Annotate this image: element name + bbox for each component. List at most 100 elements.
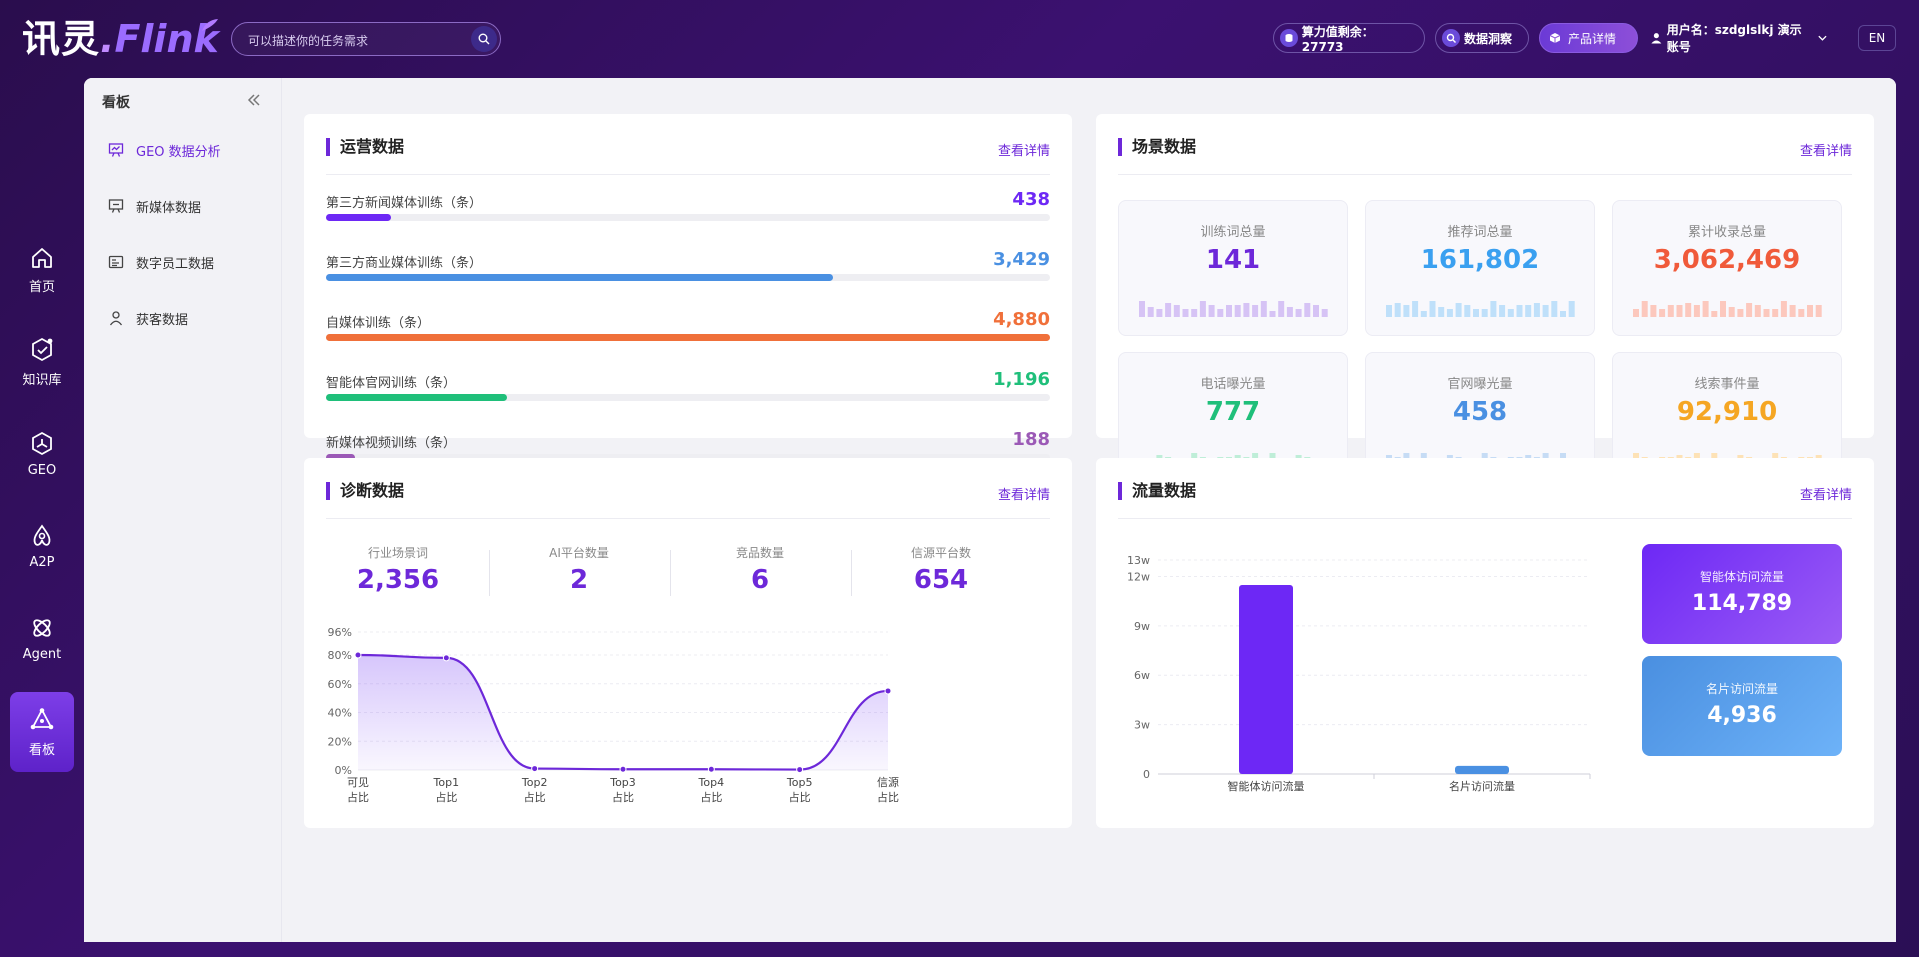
sparkline-bar xyxy=(1568,301,1575,317)
scene-tile-label: 电话曝光量 xyxy=(1200,377,1266,392)
operation-row-label: 第三方商业媒体训练（条） xyxy=(326,256,483,271)
card-traffic-label: 名片访问流量 xyxy=(1705,682,1778,696)
sub-item-geo-analysis[interactable]: GEO 数据分析 xyxy=(108,138,268,162)
sparkline-bar xyxy=(1403,305,1410,317)
sub-item-digital-staff[interactable]: 数字员工数据 xyxy=(108,250,268,274)
data-insight-button[interactable]: 数据洞察 xyxy=(1435,23,1529,53)
nav-label: A2P xyxy=(29,554,55,570)
scene-tile-label: 训练词总量 xyxy=(1200,225,1266,240)
nav-item-knowledge[interactable]: 知识库 xyxy=(10,322,74,402)
operation-row-label: 第三方新闻媒体训练（条） xyxy=(326,196,483,211)
operation-row: 智能体官网训练（条） 1,196 xyxy=(326,369,1050,412)
sparkline-bar xyxy=(1728,307,1735,317)
data-point xyxy=(442,654,450,662)
x-tick-label: 占比 xyxy=(877,790,899,804)
sparkline-bar xyxy=(1260,301,1267,317)
diagnosis-stat-value: 2,356 xyxy=(356,565,440,595)
operation-row-value: 438 xyxy=(1012,189,1050,210)
progress-track xyxy=(326,274,1050,281)
sparkline-bar xyxy=(1551,301,1558,317)
app-logo[interactable]: 讯灵 .Flink xyxy=(22,16,219,62)
user-menu[interactable]: 用户名：szdglslkj 演示账号 xyxy=(1650,23,1828,54)
database-icon xyxy=(1280,29,1298,47)
language-switch[interactable]: EN xyxy=(1858,25,1896,51)
scene-tile[interactable]: 累计收录总量 3,062,469 xyxy=(1612,200,1842,336)
nav-label: Agent xyxy=(22,646,62,662)
scene-sparkline xyxy=(1633,301,1822,317)
diagnosis-detail-link[interactable]: 查看详情 xyxy=(997,488,1050,503)
sub-item-customer-acquisition[interactable]: 获客数据 xyxy=(108,306,268,330)
scene-tile-value: 458 xyxy=(1452,397,1508,427)
y-tick-label: 6w xyxy=(1134,669,1150,682)
x-tick-label: 占比 xyxy=(347,790,369,804)
sparkline-bar xyxy=(1313,305,1319,317)
card-traffic-card[interactable]: 名片访问流量 4,936 xyxy=(1642,656,1842,756)
progress-fill xyxy=(326,274,833,281)
x-tick-label: 可见 xyxy=(347,776,369,789)
divider xyxy=(326,174,1050,175)
nav-label: 看板 xyxy=(28,742,55,758)
scene-detail-link[interactable]: 查看详情 xyxy=(1799,144,1852,159)
nav-item-home[interactable]: 首页 xyxy=(10,230,74,310)
id-card-icon xyxy=(108,255,124,269)
divider xyxy=(1118,518,1852,519)
presentation-chart-icon xyxy=(108,143,124,157)
diagnosis-stat-value: 6 xyxy=(750,565,770,595)
traffic-title: 流量数据 xyxy=(1118,482,1196,500)
nav-label: GEO xyxy=(27,462,57,478)
progress-track xyxy=(326,394,1050,401)
y-tick-label: 40% xyxy=(328,707,352,720)
data-point xyxy=(531,765,539,773)
sparkline-bar xyxy=(1199,301,1206,317)
nav-item-a2p[interactable]: A2P xyxy=(10,506,74,586)
product-detail-button[interactable]: 产品详情 xyxy=(1539,23,1638,53)
sparkline-bar xyxy=(1693,305,1700,317)
diagnosis-stat: AI平台数量 2 xyxy=(489,544,669,595)
nav-item-geo[interactable]: GEO xyxy=(10,414,74,494)
sparkline-bar xyxy=(1525,305,1532,317)
traffic-card: 流量数据 查看详情 0 3w 6w 9w 12w 13w 智能体访问流量 名片访问流量 智能体… xyxy=(1096,458,1874,828)
sparkline-bar xyxy=(1252,305,1259,317)
sub-item-new-media[interactable]: 新媒体数据 xyxy=(108,194,268,218)
sparkline-bar xyxy=(1412,301,1419,317)
compute-balance-pill[interactable]: 算力值剩余：27773 xyxy=(1273,23,1425,54)
progress-fill xyxy=(326,394,507,401)
nav-item-agent[interactable]: Agent xyxy=(10,598,74,678)
scene-tile-label: 推荐词总量 xyxy=(1447,225,1513,240)
sparkline-bar xyxy=(1243,303,1250,317)
bar xyxy=(1455,765,1509,774)
scene-card: 场景数据 查看详情 训练词总量 141 推荐词总量 161,802 累计收录总量 3,06… xyxy=(1096,114,1874,488)
diagnosis-stat-label: 信源平台数 xyxy=(910,546,971,560)
logo-en: .Flink xyxy=(100,16,219,62)
agent-traffic-card[interactable]: 智能体访问流量 114,789 xyxy=(1642,544,1842,644)
sparkline-bar xyxy=(1533,303,1540,317)
operation-row-value: 4,880 xyxy=(993,309,1050,330)
diagnosis-stat: 信源平台数 654 xyxy=(851,544,1031,595)
scene-tile[interactable]: 训练词总量 141 xyxy=(1118,200,1348,336)
x-tick-label: 信源 xyxy=(877,775,899,789)
sparkline-bar xyxy=(1191,309,1198,317)
search-button[interactable] xyxy=(471,26,497,52)
nav-item-dashboard[interactable]: 看板 xyxy=(10,692,74,772)
collapse-icon[interactable] xyxy=(246,92,262,108)
insight-icon xyxy=(1442,29,1460,47)
scene-tile[interactable]: 推荐词总量 161,802 xyxy=(1365,200,1595,336)
traffic-bar-chart: 0 3w 6w 9w 12w 13w 智能体访问流量 名片访问流量 xyxy=(1127,554,1591,793)
user-icon xyxy=(1651,33,1662,44)
search-icon xyxy=(478,33,490,45)
agent-icon xyxy=(33,618,51,637)
sparkline-bar xyxy=(1737,309,1744,317)
x-tick-label: Top4 xyxy=(698,776,725,789)
operation-row: 第三方新闻媒体训练（条） 438 xyxy=(326,189,1050,232)
scene-tile-value: 777 xyxy=(1205,397,1261,427)
sparkline-bar xyxy=(1438,307,1445,317)
task-search[interactable]: 可以描述你的任务需求 xyxy=(231,22,501,56)
operation-detail-link[interactable]: 查看详情 xyxy=(997,144,1050,159)
sparkline-bar xyxy=(1746,303,1753,317)
sparkline-bar xyxy=(1386,305,1392,317)
data-point xyxy=(884,687,892,695)
y-tick-label: 9w xyxy=(1134,620,1150,633)
sparkline-bar xyxy=(1720,301,1726,317)
traffic-detail-link[interactable]: 查看详情 xyxy=(1799,488,1852,503)
home-icon xyxy=(32,247,52,268)
